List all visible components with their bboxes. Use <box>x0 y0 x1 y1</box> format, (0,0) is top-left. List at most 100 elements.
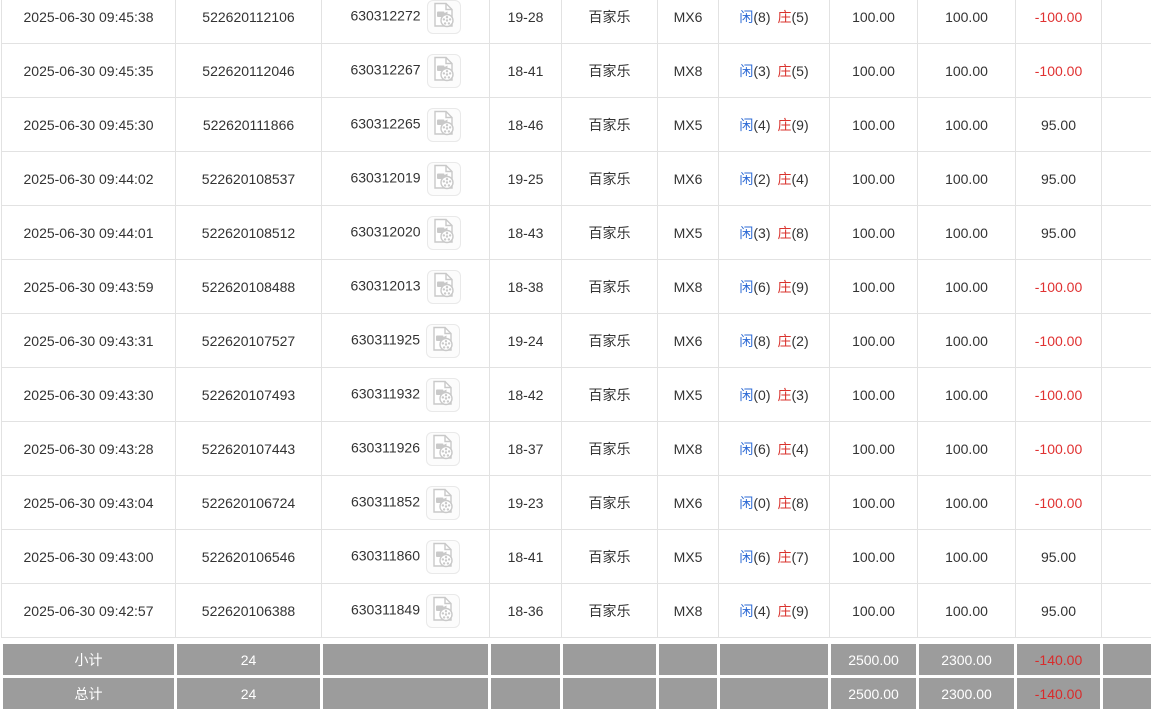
bet-id: 522620106546 <box>201 548 296 565</box>
cell-valid-amount: 100.00 <box>917 97 1016 152</box>
bet-amount-link[interactable]: 100.00 <box>852 8 895 25</box>
bet-amount-link[interactable]: 100.00 <box>852 62 895 79</box>
game-type: 百家乐 <box>588 170 631 187</box>
video-replay-button[interactable] <box>426 107 461 142</box>
bet-amount-link[interactable]: 100.00 <box>852 116 895 133</box>
cell-bet-time: 2025-06-30 09:43:31 <box>1 313 176 368</box>
cell-bet-time: 2025-06-30 09:43:30 <box>1 367 176 422</box>
win-loss-value: -100.00 <box>1034 440 1083 457</box>
cell-platform: MX5 <box>657 529 719 584</box>
video-replay-button[interactable] <box>426 431 461 466</box>
video-replay-button[interactable] <box>426 377 461 412</box>
cell-game-id: 630312272 <box>321 0 490 44</box>
player-label: 闲 <box>739 440 754 457</box>
bet-id: 522620111866 <box>202 116 295 133</box>
cell-bet-amount: 100.00 <box>829 583 918 638</box>
shoe-round: 19-24 <box>507 332 544 349</box>
video-replay-button[interactable] <box>426 0 461 34</box>
cell-bet-amount: 100.00 <box>829 151 918 206</box>
bet-amount-link[interactable]: 100.00 <box>852 224 895 241</box>
game-type: 百家乐 <box>588 8 631 25</box>
cell-shoe-round: 18-43 <box>489 205 562 260</box>
cell-bet-id: 522620112106 <box>175 0 322 44</box>
subtotal-bet-amount: 2500.00 <box>828 641 919 678</box>
bet-time: 2025-06-30 09:43:00 <box>23 548 154 565</box>
cell-win-loss: -100.00 <box>1015 475 1102 530</box>
cell-game-id: 630311860 <box>321 529 490 584</box>
cell-game-id: 630311925 <box>321 313 490 368</box>
banker-label: 庄 <box>777 386 792 403</box>
game-type: 百家乐 <box>588 494 631 511</box>
platform-code: MX5 <box>673 116 703 133</box>
cell-game-type: 百家乐 <box>561 367 658 422</box>
cell-spacer <box>1101 313 1151 368</box>
cell-game-type: 百家乐 <box>561 313 658 368</box>
cell-game-type: 百家乐 <box>561 475 658 530</box>
cell-shoe-round: 18-38 <box>489 259 562 314</box>
video-replay-button[interactable] <box>426 323 461 358</box>
bet-id: 522620112046 <box>202 62 295 79</box>
bet-amount-link[interactable]: 100.00 <box>852 332 895 349</box>
bet-amount-link[interactable]: 100.00 <box>852 494 895 511</box>
cell-bet-id: 522620107527 <box>175 313 322 368</box>
valid-amount: 100.00 <box>945 440 988 457</box>
subtotal-row: 小计 24 2500.00 2300.00 -140.00 <box>0 641 1151 678</box>
total-row: 总计 24 2500.00 2300.00 -140.00 <box>0 675 1151 712</box>
valid-amount: 100.00 <box>945 8 988 25</box>
valid-amount: 100.00 <box>945 278 988 295</box>
video-replay-button[interactable] <box>426 269 461 304</box>
cell-result: 闲(3) 庄(8) <box>718 205 830 260</box>
cell-result: 闲(2) 庄(4) <box>718 151 830 206</box>
bet-time: 2025-06-30 09:43:59 <box>23 278 154 295</box>
cell-bet-time: 2025-06-30 09:45:38 <box>1 0 176 44</box>
cell-platform: MX8 <box>657 43 719 98</box>
bet-amount-link[interactable]: 100.00 <box>852 440 895 457</box>
shoe-round: 18-37 <box>507 440 544 457</box>
video-file-icon <box>432 596 454 625</box>
video-replay-button[interactable] <box>426 485 461 520</box>
shoe-round: 18-41 <box>507 548 544 565</box>
table-row: 2025-06-30 09:43:28 522620107443 6303119… <box>1 421 1151 476</box>
video-replay-button[interactable] <box>426 593 461 628</box>
cell-spacer <box>1101 0 1151 44</box>
cell-spacer <box>1101 205 1151 260</box>
valid-amount: 100.00 <box>945 332 988 349</box>
cell-win-loss: 95.00 <box>1015 97 1102 152</box>
cell-shoe-round: 18-41 <box>489 529 562 584</box>
cell-result: 闲(6) 庄(9) <box>718 259 830 314</box>
bet-amount-link[interactable]: 100.00 <box>852 278 895 295</box>
banker-score: (8) <box>791 494 809 511</box>
video-replay-button[interactable] <box>426 539 461 574</box>
cell-game-id: 630312267 <box>321 43 490 98</box>
cell-valid-amount: 100.00 <box>917 43 1016 98</box>
table-body: 2025-06-30 09:45:38 522620112106 6303122… <box>1 0 1151 638</box>
bet-amount-link[interactable]: 100.00 <box>852 386 895 403</box>
cell-shoe-round: 19-28 <box>489 0 562 44</box>
video-file-icon <box>433 110 455 139</box>
cell-bet-amount: 100.00 <box>829 313 918 368</box>
cell-game-id: 630311849 <box>321 583 490 638</box>
cell-bet-id: 522620108512 <box>175 205 322 260</box>
summary-empty-cell <box>656 675 720 712</box>
video-replay-button[interactable] <box>426 53 461 88</box>
bet-amount-link[interactable]: 100.00 <box>852 170 895 187</box>
cell-bet-time: 2025-06-30 09:42:57 <box>1 583 176 638</box>
subtotal-win-loss: -140.00 <box>1014 641 1103 678</box>
bet-id: 522620108512 <box>201 224 296 241</box>
win-loss-value: -100.00 <box>1034 278 1083 295</box>
bet-time: 2025-06-30 09:45:35 <box>23 62 154 79</box>
cell-win-loss: -100.00 <box>1015 43 1102 98</box>
cell-win-loss: 95.00 <box>1015 205 1102 260</box>
summary-empty-cell <box>488 641 563 678</box>
cell-shoe-round: 19-24 <box>489 313 562 368</box>
banker-score: (8) <box>791 224 809 241</box>
video-replay-button[interactable] <box>426 161 461 196</box>
bet-amount-link[interactable]: 100.00 <box>852 602 895 619</box>
bet-time: 2025-06-30 09:44:01 <box>23 224 154 241</box>
video-replay-button[interactable] <box>426 215 461 250</box>
video-file-icon <box>432 434 454 463</box>
game-id: 630312267 <box>350 61 421 78</box>
cell-shoe-round: 18-36 <box>489 583 562 638</box>
bet-amount-link[interactable]: 100.00 <box>852 548 895 565</box>
cell-win-loss: 95.00 <box>1015 583 1102 638</box>
